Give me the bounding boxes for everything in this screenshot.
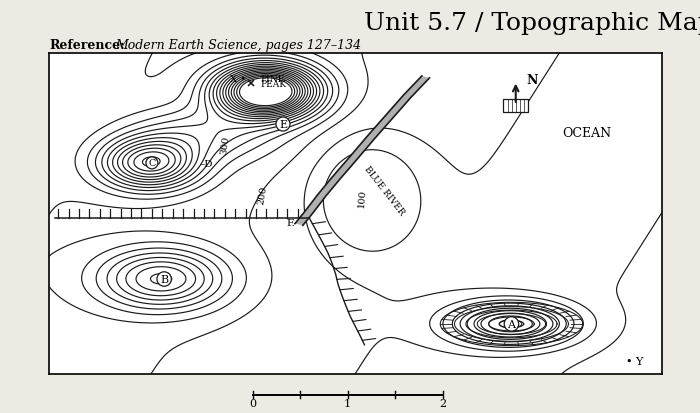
Text: PEAK: PEAK [260,79,286,88]
Text: A: A [508,319,515,329]
FancyBboxPatch shape [503,100,528,113]
Text: • Y: • Y [626,356,643,367]
Text: 2: 2 [439,398,446,408]
Text: E: E [279,120,287,130]
Text: 1: 1 [344,398,351,408]
Text: –D: –D [199,160,213,169]
Text: 200: 200 [256,185,268,205]
Text: BLUE RIVER: BLUE RIVER [363,164,407,217]
Polygon shape [295,77,430,226]
Text: 0: 0 [249,398,256,408]
Text: Reference:: Reference: [49,39,125,52]
Text: F.: F. [287,218,295,228]
Text: N: N [526,74,538,87]
Text: Unit 5.7 / Topographic Maps: Unit 5.7 / Topographic Maps [364,12,700,36]
Text: OCEAN: OCEAN [562,126,611,139]
Text: Modern Earth Science, pages 127–134: Modern Earth Science, pages 127–134 [116,39,362,52]
Text: C: C [148,159,155,168]
Text: PINE: PINE [260,75,285,83]
Text: B: B [160,274,168,284]
Text: X •: X • [230,75,246,84]
Text: 300: 300 [220,135,231,155]
Text: 100: 100 [357,189,368,208]
